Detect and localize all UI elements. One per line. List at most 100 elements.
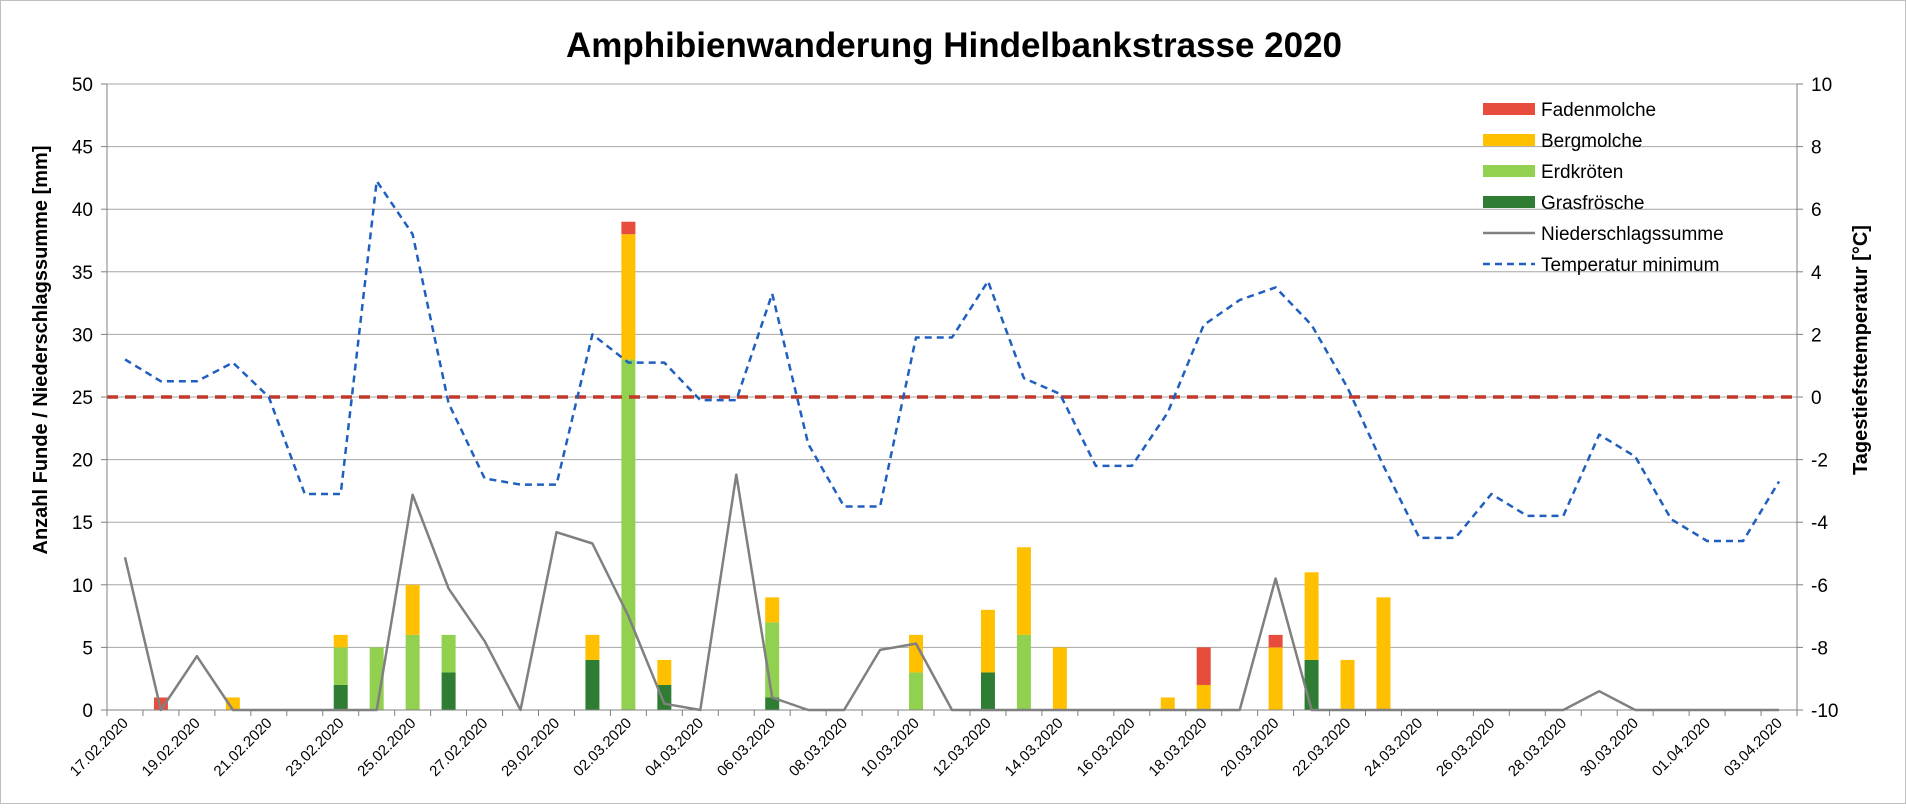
axes: [101, 83, 1803, 716]
bar: [980, 672, 995, 710]
bar: [1268, 634, 1283, 648]
legend-swatch: [1483, 134, 1535, 146]
y-tick-label: 20: [72, 451, 93, 472]
legend-label: Fadenmolche: [1541, 100, 1656, 121]
line-marks: [123, 179, 1781, 712]
bar: [980, 609, 995, 673]
x-tick-label: 23.02.2020: [282, 715, 347, 780]
x-tick-label: 04.03.2020: [642, 715, 707, 780]
y2-tick-label: 4: [1811, 263, 1822, 284]
x-tick-label: 29.02.2020: [498, 715, 563, 780]
bar: [621, 234, 636, 360]
gridlines: [107, 83, 1797, 648]
series-line: [124, 179, 1781, 543]
bar: [765, 597, 780, 623]
bar: [333, 684, 348, 710]
bar: [585, 659, 600, 710]
y2-axis-label: Tagestiefsttemperatur [°C]: [1850, 225, 1872, 475]
y-axis-label: Anzahl Funde / Niederschlagssumme [mm]: [30, 146, 52, 555]
bar: [1304, 572, 1319, 660]
x-tick-label: 10.03.2020: [858, 715, 923, 780]
y-tick-label: 40: [72, 200, 93, 221]
x-tick-label: 30.03.2020: [1577, 715, 1642, 780]
bar: [1376, 597, 1391, 710]
y-tick-label: 25: [72, 388, 93, 409]
legend-label: Niederschlagssumme: [1541, 224, 1724, 245]
bar: [1016, 547, 1031, 635]
x-tick-label: 17.02.2020: [67, 715, 132, 780]
y-tick-label: 45: [72, 138, 93, 159]
y-tick-labels: 0 5 10 15 20 25 30 35 40 45 50: [72, 75, 93, 722]
y-tick-label: 5: [82, 638, 93, 659]
y-tick-label: 35: [72, 263, 93, 284]
y2-tick-label: 2: [1811, 325, 1822, 346]
x-tick-label: 22.03.2020: [1289, 715, 1354, 780]
bar-marks: [153, 221, 1391, 710]
legend-swatch: [1483, 103, 1535, 115]
legend-label: Grasfrösche: [1541, 193, 1644, 214]
bar: [1196, 647, 1211, 685]
x-tick-label: 20.03.2020: [1217, 715, 1282, 780]
x-tick-label: 27.02.2020: [426, 715, 491, 780]
bar: [909, 672, 924, 710]
bar: [621, 221, 636, 235]
bar: [1160, 697, 1175, 710]
bar: [333, 634, 348, 648]
bar: [1268, 647, 1283, 710]
y2-tick-label: -6: [1811, 576, 1828, 597]
legend-label: Bergmolche: [1541, 131, 1642, 152]
y-tick-label: 50: [72, 75, 93, 96]
y2-tick-label: -2: [1811, 451, 1828, 472]
legend-label: Erdkröten: [1541, 162, 1623, 183]
bar: [441, 634, 456, 673]
x-tick-label: 19.02.2020: [139, 715, 204, 780]
y2-tick-labels: -10 -8 -6 -4 -2 0 2 4 6 8 10: [1811, 75, 1838, 722]
legend-swatch: [1483, 165, 1535, 177]
bar: [585, 634, 600, 660]
legend-swatch: [1483, 196, 1535, 208]
x-tick-label: 12.03.2020: [930, 715, 995, 780]
y-tick-label: 10: [72, 576, 93, 597]
bar: [405, 584, 420, 635]
x-tick-label: 02.03.2020: [570, 715, 635, 780]
x-tick-label: 08.03.2020: [786, 715, 851, 780]
x-tick-label: 25.02.2020: [354, 715, 419, 780]
chart-title: Amphibienwanderung Hindelbankstrasse 202…: [566, 26, 1342, 65]
bar: [1016, 634, 1031, 710]
y2-tick-label: -4: [1811, 513, 1828, 534]
bar: [1052, 647, 1067, 710]
y-tick-label: 30: [72, 325, 93, 346]
x-tick-label: 03.04.2020: [1721, 715, 1786, 780]
y2-tick-label: 6: [1811, 200, 1822, 221]
bar: [1196, 684, 1211, 710]
x-tick-label: 06.03.2020: [714, 715, 779, 780]
bar: [765, 697, 780, 710]
x-tick-label: 18.03.2020: [1145, 715, 1210, 780]
y2-tick-label: -10: [1811, 701, 1838, 722]
y-tick-label: 0: [82, 701, 93, 722]
bar: [405, 634, 420, 710]
x-tick-label: 01.04.2020: [1649, 715, 1714, 780]
bar: [441, 672, 456, 710]
x-tick-label: 21.02.2020: [211, 715, 276, 780]
bar: [1340, 659, 1355, 710]
x-tick-label: 24.03.2020: [1361, 715, 1426, 780]
x-tick-label: 14.03.2020: [1002, 715, 1067, 780]
y2-tick-label: 10: [1811, 75, 1832, 96]
y2-tick-label: 0: [1811, 388, 1822, 409]
y2-tick-label: -8: [1811, 638, 1828, 659]
x-tick-labels: 17.02.2020 19.02.2020 21.02.2020 23.02.2020…: [67, 715, 1786, 780]
x-tick-label: 16.03.2020: [1074, 715, 1139, 780]
legend: Fadenmolche Bergmolche Erdkröten Grasfrösch…: [1483, 100, 1724, 276]
bar: [333, 647, 348, 685]
x-tick-label: 26.03.2020: [1433, 715, 1498, 780]
bar: [657, 659, 672, 685]
x-tick-label: 28.03.2020: [1505, 715, 1570, 780]
bar: [621, 359, 636, 710]
y2-tick-label: 8: [1811, 138, 1822, 159]
legend-label: Temperatur minimum: [1541, 255, 1719, 276]
bar: [1304, 659, 1319, 710]
y-tick-label: 15: [72, 513, 93, 534]
